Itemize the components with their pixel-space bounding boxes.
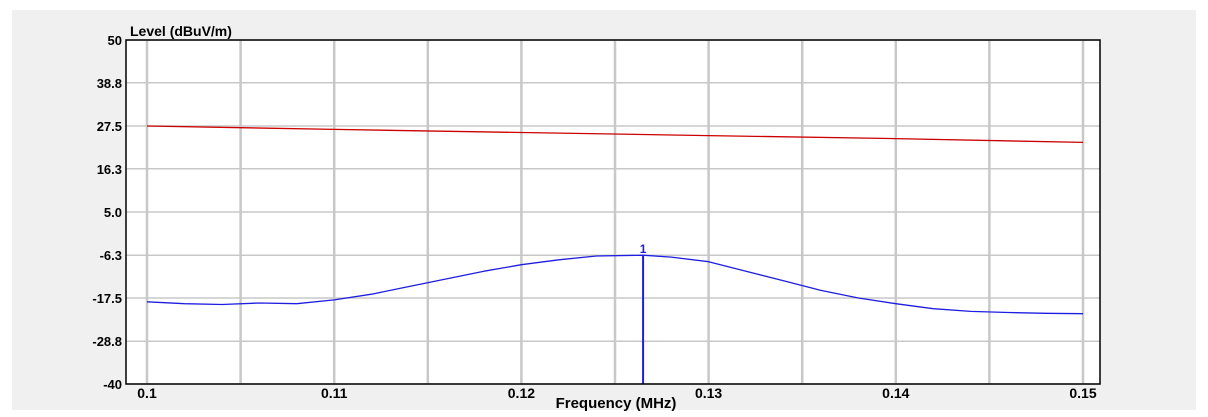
y-tick-label: -17.5 <box>92 291 122 306</box>
marker-label: 1 <box>640 242 647 256</box>
x-tick-label: 0.14 <box>882 385 909 401</box>
y-tick-label: -6.3 <box>100 248 122 263</box>
x-tick-label: 0.1 <box>137 385 157 401</box>
y-tick-label: 5.0 <box>104 205 122 220</box>
y-axis-title: Level (dBuV/m) <box>130 23 232 39</box>
y-tick-label: 50 <box>108 33 122 48</box>
series-line-1 <box>146 125 1084 144</box>
y-tick-label: 16.3 <box>97 162 122 177</box>
x-tick-label: 0.11 <box>321 385 348 401</box>
x-axis-title: Frequency (MHz) <box>556 395 677 412</box>
x-tick-label: 0.15 <box>1069 385 1096 401</box>
y-tick-label: 27.5 <box>97 119 122 134</box>
series-layer <box>146 125 1084 315</box>
series-line-2 <box>146 254 1084 315</box>
tick-layer: 50 38.8 27.5 16.3 5.0 -6.3 -17.5 -28.8 -40 0.1 0.1… <box>92 33 1096 401</box>
marker-layer: 1 <box>640 242 647 384</box>
x-tick-label: 0.13 <box>695 385 722 401</box>
x-tick-label: 0.12 <box>508 385 535 401</box>
y-tick-label: 38.8 <box>97 76 122 91</box>
plot-border <box>125 39 1101 385</box>
y-tick-label: -40 <box>103 377 122 392</box>
y-tick-label: -28.8 <box>92 334 122 349</box>
